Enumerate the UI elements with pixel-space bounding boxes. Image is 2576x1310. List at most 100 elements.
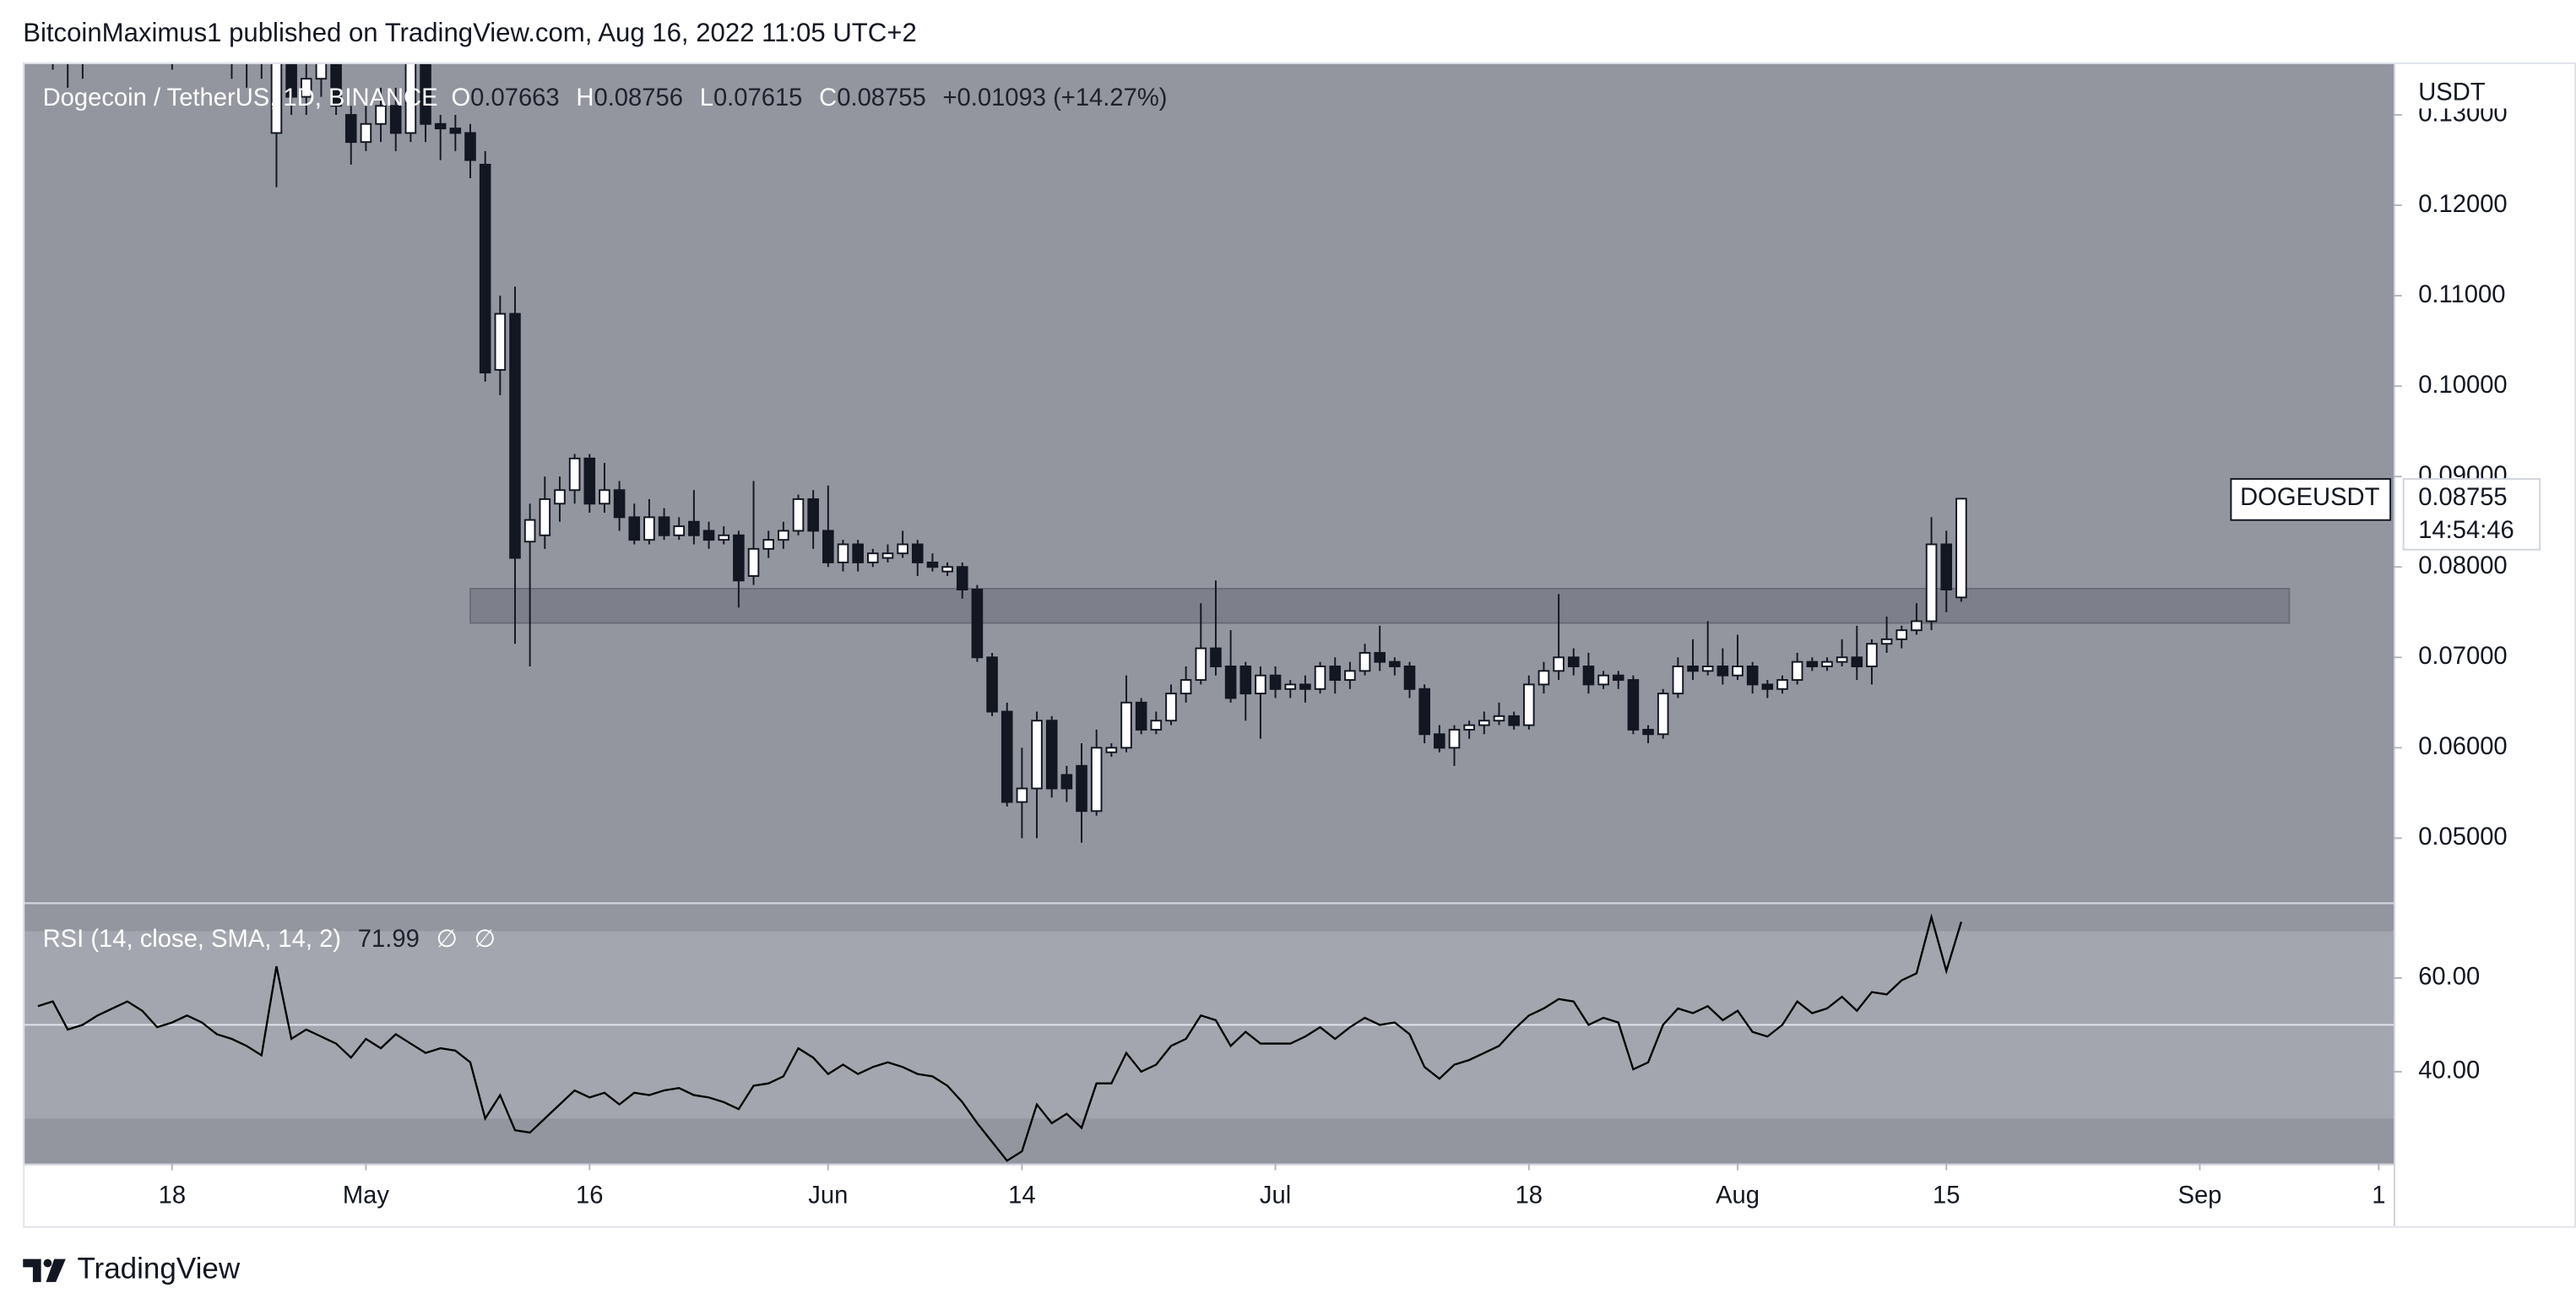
candle-body [1895, 629, 1908, 640]
price-tag-countdown: 14:54:46 [2418, 517, 2514, 544]
x-tick-label: May [343, 1182, 390, 1209]
candle-body [822, 530, 834, 563]
rsi-symbol: ∅ [475, 926, 496, 953]
candle-body [1001, 710, 1013, 803]
candle-body [420, 62, 431, 125]
candle-body [852, 543, 864, 563]
candle-body [1314, 666, 1326, 690]
candle-body [1716, 666, 1729, 677]
candle-body [300, 78, 312, 98]
candle-body [1135, 701, 1147, 731]
price-tag-value: 0.08755 [2418, 484, 2507, 511]
candle-body [360, 122, 372, 144]
candle-body [1255, 674, 1266, 695]
candle-body [613, 489, 626, 519]
x-tick-label: 16 [576, 1182, 603, 1209]
y-tick-label: 0.11000 [2418, 281, 2505, 308]
axis-layer: 0.050000.060000.070000.080000.090000.100… [159, 101, 2541, 1209]
x-tick-label: Aug [1716, 1182, 1760, 1209]
candle-body [1627, 679, 1640, 731]
candle-body [926, 561, 939, 568]
candle-body [404, 62, 417, 134]
symbol-tag-label: DOGEUSDT [2240, 484, 2379, 511]
candle-body [658, 516, 670, 536]
legend-value: 0.08755 [837, 84, 925, 111]
legend-title: Dogecoin / TetherUS, 1D, BINANCE [43, 84, 438, 111]
rsi-line [37, 913, 1963, 1162]
candle-body [494, 313, 507, 371]
rsi-symbol: ∅ [437, 926, 458, 953]
logo-shape [43, 1258, 52, 1268]
candle-body [375, 105, 387, 125]
candle-body [778, 530, 789, 541]
candle-body [1821, 660, 1833, 667]
candle-body [1746, 666, 1759, 686]
y-tick-label: 0.06000 [2418, 733, 2507, 760]
candle-body [1120, 701, 1132, 749]
candle-body [1791, 660, 1803, 682]
candle-body [1851, 656, 1863, 667]
candle-body [1463, 724, 1475, 731]
candle-body [539, 497, 551, 536]
candle-body [1284, 683, 1297, 690]
candle-body [1761, 683, 1774, 690]
price-layer [52, 62, 2291, 843]
candle-body [449, 128, 462, 134]
y-tick-label: 0.07000 [2418, 643, 2507, 670]
candle-body [583, 457, 596, 505]
candle-body [1016, 787, 1028, 803]
rsi-tick-label: 60.00 [2418, 964, 2480, 991]
candle-body [1150, 720, 1163, 731]
candle-body [1344, 670, 1356, 682]
candle-body [1045, 720, 1058, 790]
x-tick-label: Jul [1260, 1182, 1291, 1209]
candle-body [599, 489, 610, 505]
rsi-title: RSI (14, close, SMA, 14, 2) [43, 926, 341, 953]
y-tick-label: 0.10000 [2418, 372, 2507, 399]
candle-body [1374, 651, 1386, 663]
candle-body [673, 525, 686, 536]
candle-body [1537, 670, 1550, 686]
candle-body [1657, 693, 1669, 736]
legend: Dogecoin / TetherUS, 1D, BINANCE O0.0766… [43, 84, 1168, 111]
x-tick-label: 14 [1008, 1182, 1035, 1209]
candle-body [1195, 647, 1207, 682]
candle-body [911, 543, 924, 563]
x-tick-label: Sep [2177, 1182, 2221, 1209]
candle-body [747, 547, 760, 577]
candle-body [718, 534, 730, 541]
legend-key: C [819, 84, 837, 111]
brand-logo [23, 1258, 66, 1282]
candle-body [837, 543, 849, 563]
candle-body [1836, 656, 1848, 663]
candle-body [344, 114, 357, 144]
candle-body [1031, 720, 1043, 790]
candle-body [1866, 643, 1878, 667]
legend-value: 0.07663 [470, 84, 559, 111]
candle-body [1076, 764, 1087, 813]
candle-body [464, 132, 476, 161]
candle-body [270, 62, 283, 134]
candle-body [1359, 651, 1371, 672]
candle-body [733, 534, 745, 582]
candle-body [1434, 733, 1445, 749]
candle-body [1389, 660, 1401, 667]
brand-name: TradingView [77, 1253, 240, 1286]
legend-value: 0.08756 [594, 84, 682, 111]
candle-body [1597, 674, 1609, 686]
candle-body [1239, 666, 1252, 695]
logo-shape [46, 1258, 66, 1282]
candle-body [568, 457, 581, 492]
legend-key: H [576, 84, 594, 111]
candle-body [1493, 715, 1505, 722]
candle-body [1701, 666, 1714, 672]
candle-body [1224, 666, 1237, 699]
candle-body [554, 489, 566, 505]
candle-body [881, 552, 894, 559]
candle-body [1687, 666, 1699, 672]
candle-body [702, 530, 715, 541]
candle-body [867, 552, 879, 563]
resistance-zone [469, 587, 2291, 624]
